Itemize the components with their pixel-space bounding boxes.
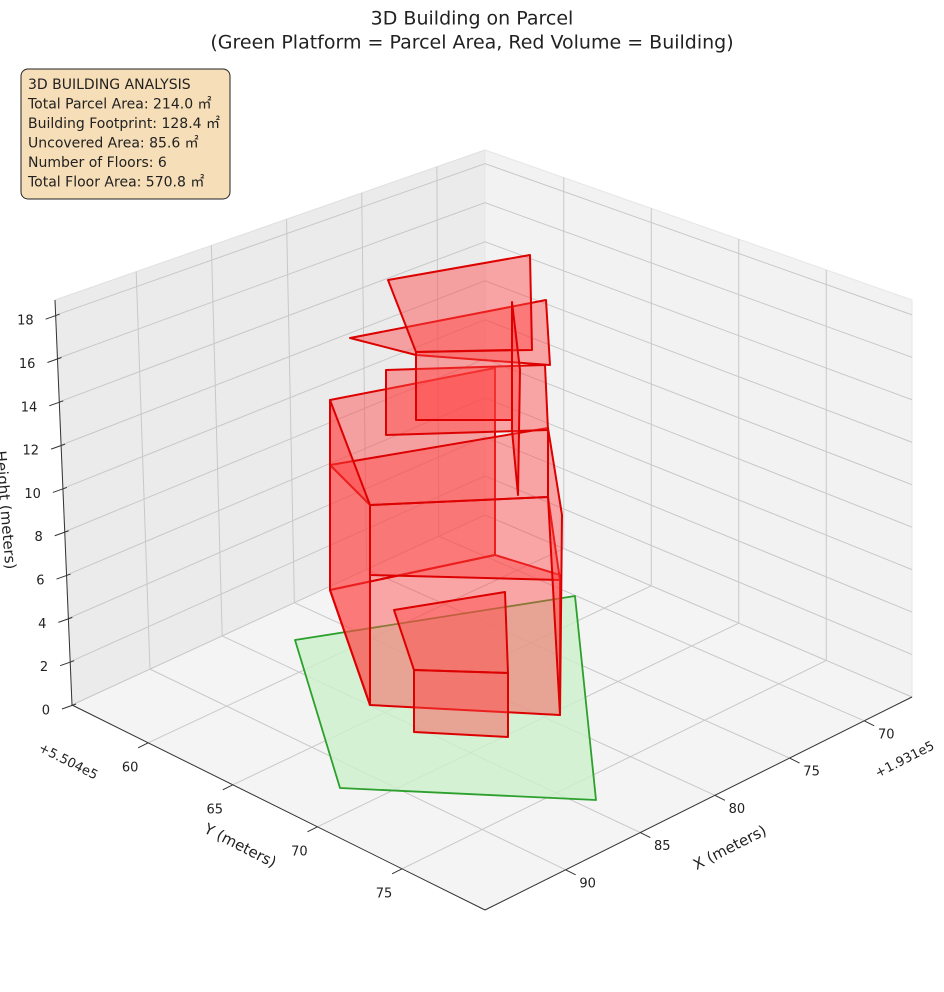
y-offset: +5.504e5: [36, 741, 100, 784]
z-tick-label: 18: [17, 314, 34, 329]
z-tick: [45, 313, 60, 320]
y-tick: [222, 784, 234, 791]
z-tick: [61, 703, 77, 710]
info-line: 3D BUILDING ANALYSIS: [28, 77, 191, 93]
x-axis-title: X (meters): [690, 821, 769, 873]
x-offset: +1.931e5: [873, 739, 937, 782]
chart-title: 3D Building on Parcel: [371, 8, 574, 30]
x-tick: [714, 794, 726, 801]
z-tick-label: 14: [21, 400, 38, 415]
info-box: [20, 68, 231, 200]
building-face: [329, 399, 371, 706]
building-face: [415, 349, 513, 421]
z-tick-label: 16: [19, 357, 36, 372]
z-tick-label: 12: [23, 444, 40, 459]
building-face: [547, 427, 563, 716]
building-face: [387, 254, 533, 353]
grid-line: [66, 397, 913, 576]
z-tick-label: 6: [36, 574, 44, 589]
z-tick-label: 10: [24, 487, 41, 502]
grid-line: [59, 241, 913, 403]
chart-subtitle: (Green Platform = Parcel Area, Red Volum…: [210, 32, 733, 54]
z-tick-label: 4: [38, 617, 46, 632]
z-tick: [47, 357, 62, 363]
y-axis-title: Y (meters): [200, 819, 279, 871]
grid-line: [62, 319, 913, 489]
grid-line: [60, 280, 913, 446]
x-tick: [789, 757, 800, 764]
info-line: Total Parcel Area: 214.0 ㎡: [27, 97, 212, 113]
info-line: Uncovered Area: 85.6 ㎡: [28, 136, 199, 152]
z-tick: [52, 486, 68, 493]
grid-line: [401, 269, 827, 870]
grid-line: [135, 271, 566, 871]
grid-line: [436, 166, 865, 722]
z-axis-title: Height (meters): [0, 450, 20, 570]
z-tick: [54, 530, 69, 537]
y-tick: [137, 742, 149, 749]
grid-line: [69, 475, 913, 663]
grid-line: [71, 514, 913, 706]
building-drawing: [294, 254, 597, 801]
x-tick-label: 80: [729, 802, 746, 817]
x-tick: [864, 720, 875, 727]
y-tick: [307, 826, 318, 833]
x-tick: [640, 832, 651, 838]
building-face: [413, 669, 509, 738]
x-axis: [484, 696, 913, 911]
x-tick-label: 75: [803, 765, 820, 780]
x-tick-label: 90: [579, 876, 596, 891]
grid-line: [57, 202, 913, 359]
x-tick-label: 70: [878, 727, 895, 742]
y-tick-label: 75: [376, 886, 393, 901]
y-axis: [71, 704, 486, 911]
z-tick: [60, 660, 75, 667]
grid-line: [55, 163, 913, 316]
z-tick: [49, 400, 64, 407]
building-face: [349, 299, 551, 366]
grid-line: [361, 193, 790, 759]
grid-line: [147, 177, 565, 744]
z-tick: [56, 573, 71, 580]
z-tick: [58, 616, 73, 623]
z-axis: [54, 299, 73, 706]
y-tick: [391, 868, 403, 875]
grid-line: [68, 436, 913, 619]
y-tick-label: 60: [122, 760, 139, 775]
z-tick: [50, 443, 66, 450]
y-tick-label: 65: [207, 802, 224, 817]
building-face: [511, 301, 521, 496]
info-line: Number of Floors: 6: [28, 155, 167, 171]
building-face: [369, 496, 561, 581]
x-tick-label: 85: [654, 839, 671, 854]
z-tick-label: 0: [42, 704, 50, 719]
info-line: Total Floor Area: 570.8 ㎡: [27, 175, 204, 191]
z-tick-label: 8: [34, 530, 42, 545]
info-line: Building Footprint: 128.4 ㎡: [28, 116, 220, 132]
y-tick-label: 70: [291, 844, 308, 859]
x-tick: [565, 869, 576, 876]
z-tick-label: 2: [40, 660, 48, 675]
grid-line: [64, 358, 913, 533]
